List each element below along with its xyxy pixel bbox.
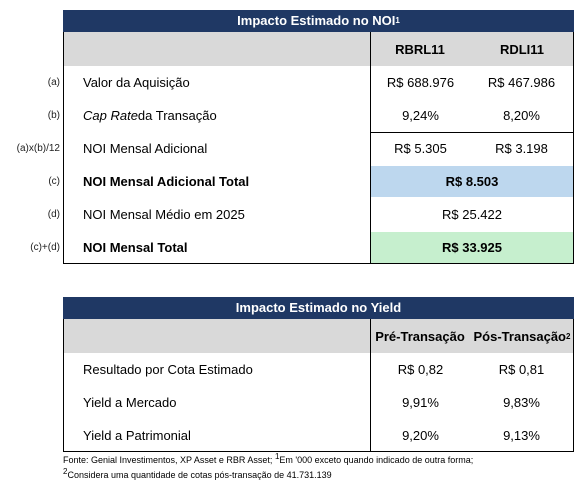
cell-value: R$ 25.422 [442, 207, 502, 222]
row-label: NOI Mensal Médio em 2025 [83, 198, 370, 231]
header-row [64, 32, 573, 66]
row-label: Yield a Mercado [83, 386, 370, 419]
row-label: NOI Mensal Total [83, 231, 370, 264]
table-title: Impacto Estimado no Yield [63, 297, 574, 319]
footnote-line: 2Considera uma quantidade de cotas pós-t… [63, 467, 573, 481]
footnote-sup: 2 [63, 467, 68, 476]
row-marker: (d) [47, 209, 60, 220]
footnote-text: Considera uma quantidade de cotas pós-tr… [67, 470, 332, 480]
row-label-text: da Transação [137, 108, 217, 123]
column-header: Pós-Transação 2 [470, 319, 574, 353]
row-label: Yield a Patrimonial [83, 419, 370, 452]
cell-value: 8,20% [503, 108, 540, 123]
footnote-sup: 1 [274, 452, 280, 461]
row-label-text: Valor da Aquisição [83, 75, 190, 90]
column-header-text: RBRL11 [395, 41, 445, 57]
cell-value: R$ 8.503 [371, 166, 573, 197]
column-header: RBRL11 [370, 32, 470, 66]
cell-value: R$ 3.198 [495, 141, 548, 156]
row-label-text: Yield a Patrimonial [83, 428, 191, 443]
row-marker: (c)+(d) [30, 242, 60, 253]
cell-value: R$ 0,81 [498, 362, 545, 377]
row-marker: (c) [48, 176, 60, 187]
header-row [64, 319, 573, 353]
row-label-italic: Cap Rate [83, 108, 138, 123]
column-header: Pré-Transação [370, 319, 470, 353]
cell-value: R$ 0,82 [397, 362, 444, 377]
footnote-line: Fonte: Genial Investimentos, XP Asset e … [63, 452, 573, 466]
cell-value: 9,24% [402, 108, 439, 123]
column-header-text: RDLI11 [499, 41, 545, 57]
divider [370, 32, 371, 264]
row-label-text: NOI Mensal Total [83, 240, 188, 255]
column-header-text: Pré-Transação [375, 328, 465, 344]
footnote-text: Em '000 exceto quando indicado de outra … [279, 455, 474, 465]
cell-value: 9,20% [402, 428, 439, 443]
row-label: NOI Mensal Adicional Total [83, 165, 370, 198]
row-label-text: NOI Mensal Adicional [83, 141, 208, 156]
cell-value: 9,91% [402, 395, 439, 410]
row-marker: (a)x(b)/12 [16, 143, 60, 154]
title-text: Impacto Estimado no NOI [237, 13, 396, 28]
row-marker: (b) [47, 110, 60, 121]
cell-value: R$ 688.976 [386, 75, 455, 90]
cell-value: 9,13% [503, 428, 540, 443]
row-label: Resultado por Cota Estimado [83, 353, 370, 386]
rule [370, 132, 574, 133]
row-label: Valor da Aquisição [83, 66, 370, 99]
column-header: RDLI11 [470, 32, 574, 66]
row-label: NOI Mensal Adicional [83, 132, 370, 165]
column-header-text: Pós-Transação [473, 328, 567, 344]
title-sup: 1 [395, 16, 400, 25]
cell-value: R$ 5.305 [394, 141, 447, 156]
row-label: Cap Rate da Transação [83, 99, 370, 132]
row-marker: (a) [47, 77, 60, 88]
cell-value: R$ 33.925 [371, 232, 573, 263]
title-text: Impacto Estimado no Yield [235, 300, 402, 315]
column-sup: 2 [566, 331, 571, 341]
row-label-text: NOI Mensal Adicional Total [83, 174, 250, 189]
table-title: Impacto Estimado no NOI 1 [63, 10, 574, 32]
row-label-text: NOI Mensal Médio em 2025 [83, 207, 245, 222]
divider [370, 319, 371, 452]
row-label-text: Yield a Mercado [83, 395, 177, 410]
cell-value: 9,83% [503, 395, 540, 410]
footnote-text: Fonte: Genial Investimentos, XP Asset e … [63, 455, 275, 465]
row-label-text: Resultado por Cota Estimado [83, 362, 253, 377]
cell-value: R$ 467.986 [487, 75, 556, 90]
